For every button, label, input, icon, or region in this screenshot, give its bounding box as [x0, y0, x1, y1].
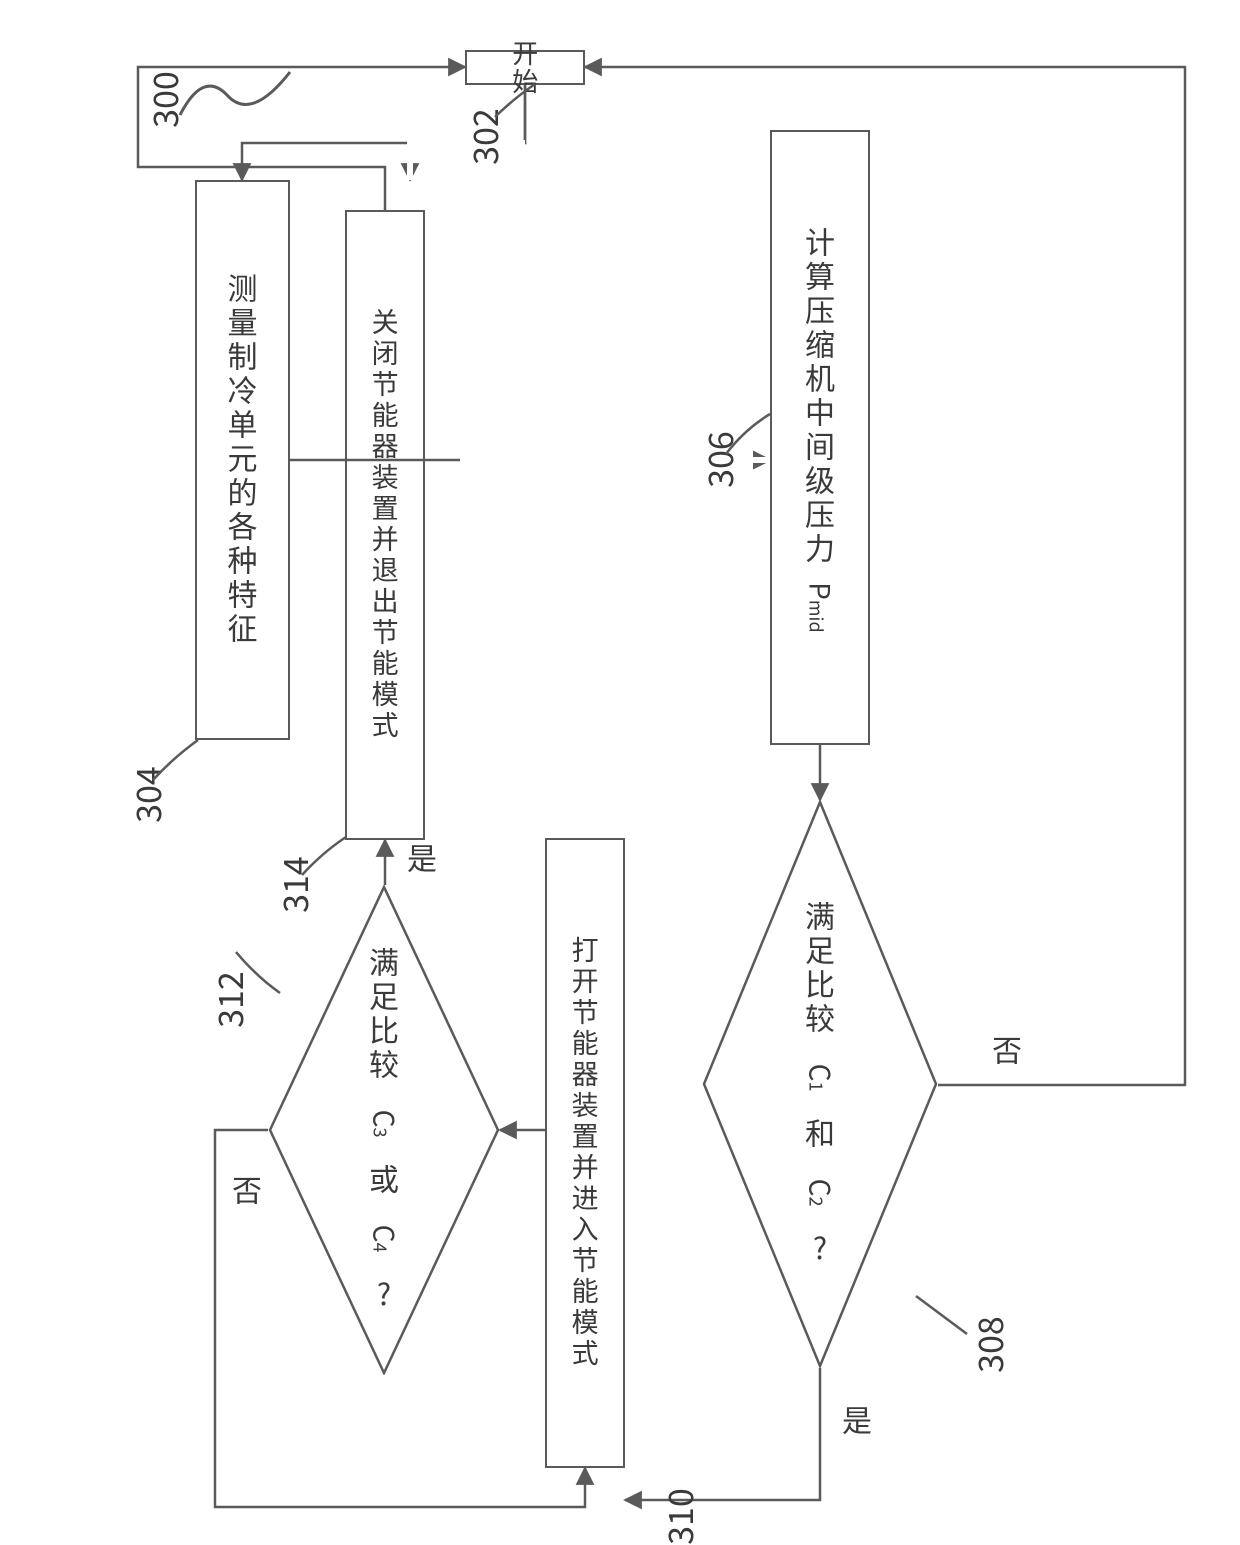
d2-no: 否 [225, 1175, 269, 1207]
close-box: 关闭节能器装置并退出节能模式 [345, 210, 425, 840]
d1-no: 否 [985, 1035, 1029, 1067]
d1-diamond: 满足比较C1和C2? [702, 800, 938, 1368]
calc-box: 计算压缩机中间级压力Pmid [770, 130, 870, 745]
node-start: 开始 [465, 50, 585, 85]
calc-label: 计算压缩机中间级压力Pmid [795, 227, 846, 648]
d2-diamond: 满足比较C3或C4? [268, 885, 500, 1375]
ref310: 310 [654, 1488, 703, 1545]
flowchart: 开始 测量制冷单元的各种特征 计算压缩机中间级压力Pmid 满足比较C1和C2?… [0, 0, 1240, 1539]
ref308: 308 [964, 1316, 1013, 1373]
sq300 [175, 60, 295, 130]
measure-box: 测量制冷单元的各种特征 [195, 180, 290, 740]
start-label: 开始 [504, 40, 546, 96]
d2-yes: 是 [400, 843, 444, 875]
ref306: 306 [694, 431, 743, 488]
open-label: 打开节能器装置并进入节能模式 [563, 936, 606, 1370]
measure-label: 测量制冷单元的各种特征 [219, 273, 267, 647]
close-label: 关闭节能器装置并退出节能模式 [363, 308, 406, 742]
ref302: 302 [459, 108, 508, 165]
open-box: 打开节能器装置并进入节能模式 [545, 838, 625, 1468]
d1-label: 满足比较C1和C2? [796, 901, 844, 1267]
ref314: 314 [269, 856, 318, 913]
d1-yes: 是 [835, 1405, 879, 1437]
ref304: 304 [122, 766, 171, 823]
d2-label: 满足比较C3或C4? [360, 947, 408, 1313]
ref300: 300 [139, 71, 188, 128]
ref312: 312 [204, 971, 253, 1028]
